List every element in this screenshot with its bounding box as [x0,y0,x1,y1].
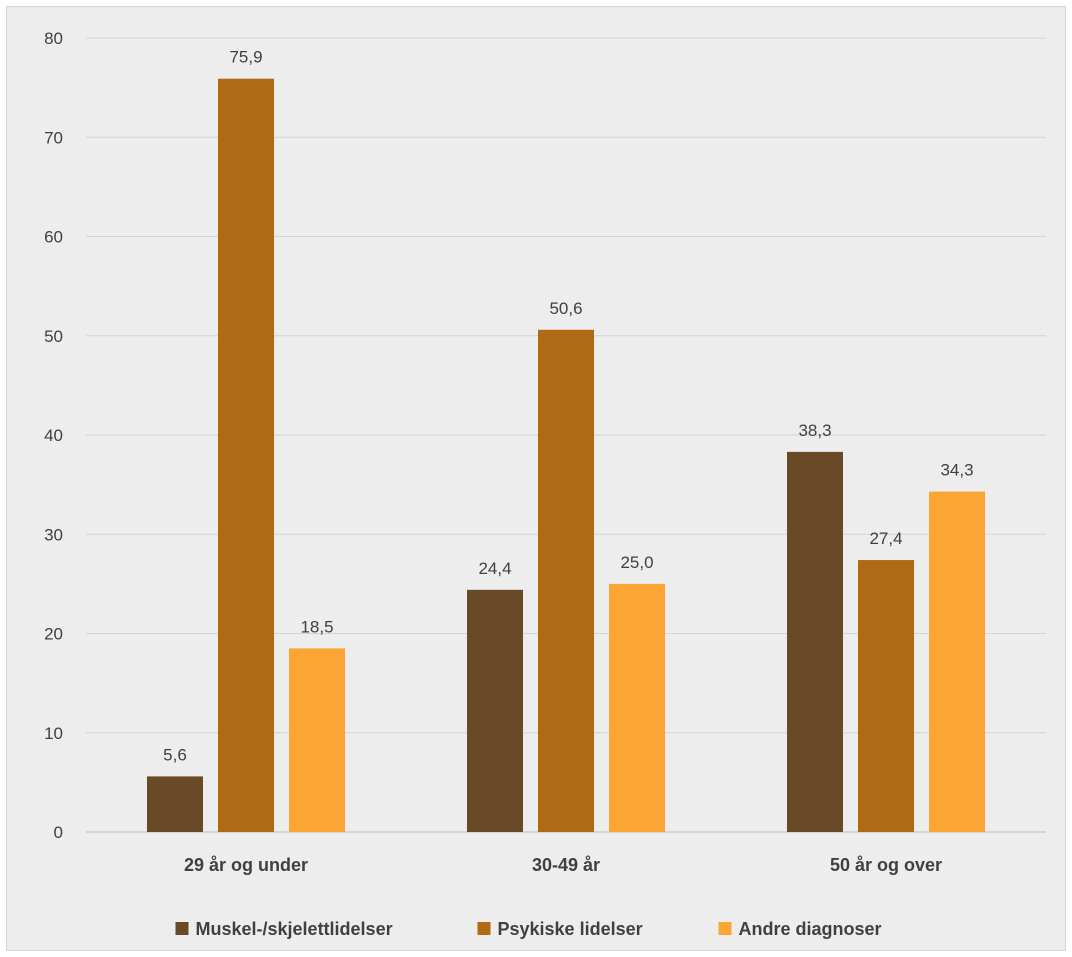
legend-label: Andre diagnoser [739,919,882,939]
bars [147,78,985,832]
y-tick-label: 40 [44,426,63,445]
y-axis-tick-labels: 0 10 20 30 40 50 60 70 80 [44,29,63,842]
legend-label: Muskel-/skjelettlidelser [196,919,393,939]
bar [609,583,665,832]
bar [467,589,523,832]
y-tick-label: 70 [44,128,63,147]
y-tick-label: 50 [44,327,63,346]
bar [147,776,203,832]
y-tick-label: 10 [44,724,63,743]
x-category-label: 30-49 år [532,855,600,875]
y-tick-label: 30 [44,525,63,544]
bar [929,491,985,832]
bar [538,329,594,832]
data-label: 18,5 [300,617,333,636]
data-label: 25,0 [620,553,653,572]
data-label: 27,4 [869,529,902,548]
bar [858,560,914,832]
data-label: 50,6 [549,299,582,318]
data-label: 24,4 [478,559,511,578]
y-tick-label: 80 [44,29,63,48]
data-label: 38,3 [798,421,831,440]
legend-label: Psykiske lidelser [498,919,643,939]
bar [289,648,345,832]
legend-swatch [175,922,189,935]
x-category-label: 29 år og under [184,855,308,875]
x-axis-category-labels: 29 år og under 30-49 år 50 år og over [184,855,942,875]
data-label: 5,6 [163,745,187,764]
x-category-label: 50 år og over [830,855,942,875]
y-tick-label: 60 [44,228,63,247]
data-label: 75,9 [229,48,262,67]
legend-swatch [477,922,491,935]
legend: Muskel-/skjelettlidelser Psykiske lidelse… [175,919,882,939]
legend-swatch [718,922,732,935]
y-tick-label: 20 [44,625,63,644]
y-tick-label: 0 [54,823,63,842]
data-label: 34,3 [940,461,973,480]
data-labels: 5,6 75,9 18,5 24,4 50,6 25,0 38,3 27,4 34,3 [163,48,973,765]
bar [787,451,843,832]
bar [218,78,274,832]
